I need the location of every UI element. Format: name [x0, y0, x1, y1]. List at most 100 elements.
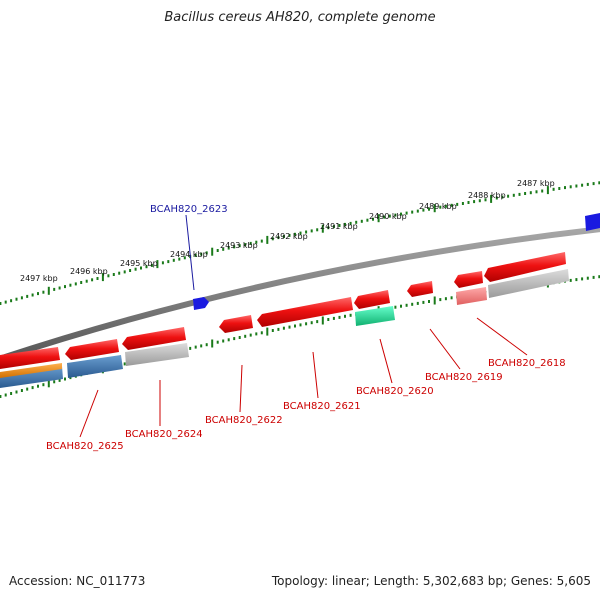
- ruler-minor-tick: [394, 305, 397, 309]
- ruler-minor-tick: [305, 230, 308, 234]
- gene-label-2625[interactable]: BCAH820_2625: [46, 441, 124, 452]
- gene-arrow-2625a[interactable]: [65, 339, 119, 360]
- gene-arrow-2620[interactable]: [354, 290, 390, 309]
- ruler-major-tick: [433, 204, 436, 213]
- ruler-minor-tick: [310, 229, 313, 233]
- ruler-minor-tick: [282, 235, 285, 238]
- gene-label-2619[interactable]: BCAH820_2619: [425, 372, 503, 383]
- ruler-minor-tick: [0, 302, 2, 305]
- ruler-minor-tick: [416, 209, 419, 213]
- ruler-minor-tick: [338, 224, 341, 227]
- gene-labels: BCAH820_2618 BCAH820_2619 BCAH820_2620 B…: [46, 204, 566, 452]
- ruler-minor-tick: [332, 316, 335, 320]
- ruler-minor-tick: [80, 281, 83, 284]
- gene-label-2620[interactable]: BCAH820_2620: [356, 386, 434, 397]
- ruler-minor-tick: [20, 296, 23, 300]
- ruler-minor-tick: [31, 386, 34, 390]
- ruler-minor-tick: [167, 260, 170, 264]
- feature-2618-pink: [456, 287, 487, 305]
- ruler-minor-tick: [53, 287, 56, 291]
- ruler-minor-tick: [129, 269, 132, 272]
- gene-arrow-2623[interactable]: [193, 297, 209, 310]
- ruler-major-tick: [211, 247, 214, 256]
- ruler-minor-tick: [233, 245, 236, 249]
- ruler-major-tick: [433, 296, 436, 305]
- gene-label-2621[interactable]: BCAH820_2621: [283, 401, 361, 412]
- ruler-minor-tick: [338, 315, 341, 319]
- ruler-minor-tick: [69, 283, 72, 287]
- ruler-minor-tick: [422, 300, 425, 304]
- gene-arrow-2625b[interactable]: [0, 347, 60, 369]
- ruler-minor-tick: [484, 198, 487, 202]
- ruler-minor-tick: [383, 215, 386, 219]
- gene-arrow-2621[interactable]: [257, 297, 353, 327]
- ruler-minor-tick: [222, 339, 225, 343]
- ruler-minor-tick: [0, 395, 2, 398]
- ruler-minor-tick: [194, 345, 197, 349]
- ruler-minor-tick: [53, 380, 56, 384]
- ruler-minor-tick: [478, 199, 481, 203]
- ruler-minor-tick: [372, 217, 374, 221]
- ruler-minor-tick: [31, 293, 34, 297]
- feature-2624-grey: [125, 343, 189, 366]
- ruler-minor-tick: [249, 333, 252, 337]
- ruler-kbp-label: 2496 kbp: [70, 267, 108, 276]
- genome-summary-text: Topology: linear; Length: 5,302,683 bp; …: [271, 574, 591, 588]
- gene-label-2624[interactable]: BCAH820_2624: [125, 429, 203, 440]
- ruler-kbp-label: 2495 kbp: [120, 259, 158, 268]
- ruler-minor-tick: [15, 390, 18, 394]
- ruler-minor-tick: [200, 252, 203, 256]
- ruler-minor-tick: [227, 246, 230, 250]
- ruler-minor-tick: [205, 343, 208, 347]
- ruler-minor-tick: [145, 265, 148, 269]
- ruler-minor-tick: [501, 195, 504, 199]
- gene-arrow-2619[interactable]: [407, 281, 433, 297]
- ruler-minor-tick: [461, 202, 464, 205]
- gene-label-2622[interactable]: BCAH820_2622: [205, 415, 283, 426]
- ruler-minor-tick: [4, 300, 7, 304]
- ruler-minor-tick: [200, 344, 203, 348]
- ruler-minor-tick: [277, 236, 280, 240]
- ruler-minor-tick: [598, 181, 600, 185]
- ruler-minor-tick: [512, 193, 515, 197]
- ruler-minor-tick: [349, 221, 352, 225]
- gene-label-2623[interactable]: BCAH820_2623: [150, 204, 228, 215]
- ruler-major-tick: [156, 260, 159, 269]
- gene-arrow-2618b[interactable]: [454, 271, 483, 288]
- ruler-minor-tick: [400, 304, 402, 308]
- ruler-minor-tick: [400, 212, 402, 216]
- ruler-minor-tick: [405, 211, 408, 215]
- ruler-major-tick: [47, 379, 50, 388]
- ruler-minor-tick: [327, 318, 330, 321]
- ruler-minor-tick: [244, 334, 247, 338]
- ruler-minor-tick: [299, 323, 302, 327]
- ruler-major-tick: [266, 327, 269, 336]
- ruler-minor-tick: [450, 203, 453, 207]
- gene-label-2618[interactable]: BCAH820_2618: [488, 358, 566, 369]
- ruler-minor-tick: [305, 322, 308, 326]
- gene-arrow-2624[interactable]: [122, 327, 186, 350]
- gene-arrow-2622[interactable]: [219, 315, 253, 333]
- feature-2625-orange: [0, 363, 62, 378]
- ruler-minor-tick: [507, 194, 510, 198]
- ruler-minor-tick: [405, 303, 408, 307]
- ruler-minor-tick: [255, 240, 258, 244]
- ruler-minor-tick: [244, 243, 247, 247]
- ruler-major-tick: [377, 214, 380, 223]
- ruler-minor-tick: [112, 273, 115, 276]
- ruler-minor-tick: [473, 200, 476, 204]
- ruler-minor-tick: [238, 336, 241, 339]
- ruler-minor-tick: [422, 208, 425, 212]
- ruler-kbp-label: 2493 kbp: [220, 241, 258, 250]
- ruler-minor-tick: [26, 387, 29, 391]
- ruler-kbp-label: 2490 kbp: [369, 212, 407, 221]
- ruler-minor-tick: [344, 314, 346, 318]
- gene-arrow-2618[interactable]: [484, 252, 566, 282]
- ruler-minor-tick: [91, 278, 94, 282]
- ruler-minor-tick: [444, 204, 447, 208]
- ruler-minor-tick: [42, 290, 45, 294]
- ruler-major-tick: [490, 194, 493, 203]
- ruler-minor-tick: [20, 389, 23, 392]
- gene-arrow-2623-right[interactable]: [585, 213, 600, 231]
- ruler-minor-tick: [316, 228, 319, 232]
